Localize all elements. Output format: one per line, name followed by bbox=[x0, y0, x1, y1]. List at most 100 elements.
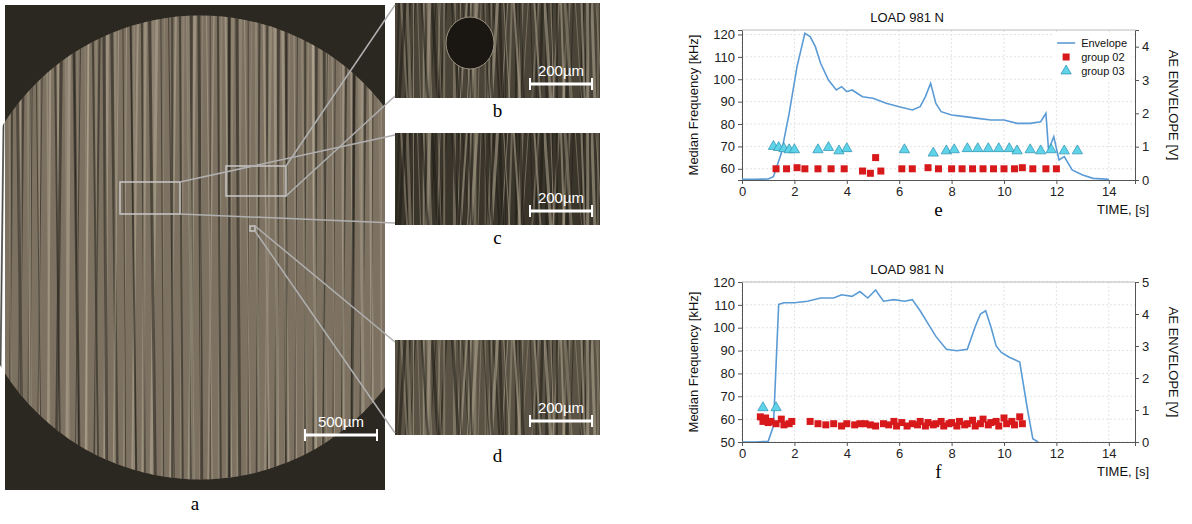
scatter-point bbox=[962, 143, 972, 152]
scatter-point bbox=[899, 144, 909, 153]
texture-streak bbox=[187, 5, 193, 490]
scatter-point bbox=[959, 165, 966, 172]
texture-streak bbox=[172, 5, 173, 490]
grid-line bbox=[742, 327, 1135, 328]
y2-tick-mark bbox=[1135, 314, 1139, 315]
texture-streak bbox=[244, 5, 250, 490]
x-axis: 02468101214 bbox=[739, 180, 1136, 199]
y-tick-mark bbox=[738, 34, 742, 35]
scatter-point bbox=[867, 170, 874, 177]
texture-streak bbox=[295, 5, 298, 490]
scatter-point bbox=[1011, 421, 1018, 428]
chart-panel: 024681012145060708090100110120012345LOAD… bbox=[686, 262, 1181, 482]
chart-title: LOAD 981 N bbox=[870, 262, 944, 277]
texture-streak bbox=[257, 5, 260, 490]
legend: Envelopegroup 02group 03 bbox=[1053, 34, 1131, 80]
texture-streak bbox=[485, 133, 486, 225]
texture-streak bbox=[170, 5, 176, 490]
x-tick-label: 8 bbox=[948, 446, 955, 461]
texture-streak bbox=[181, 5, 184, 490]
y2-tick-label: 0 bbox=[1142, 435, 1149, 450]
grid-line bbox=[846, 30, 847, 180]
scatter-point bbox=[983, 143, 993, 152]
y-tick-mark bbox=[738, 442, 742, 443]
texture-streak bbox=[399, 3, 405, 98]
scatter-point bbox=[1059, 145, 1069, 154]
y-tick-mark bbox=[738, 282, 742, 283]
x-tick: 2 bbox=[791, 180, 798, 199]
texture-streak bbox=[592, 340, 595, 435]
texture-streak bbox=[509, 133, 512, 225]
grid-line bbox=[899, 282, 900, 442]
chart-panel: 024681012146070809010011012001234LOAD 98… bbox=[686, 10, 1181, 220]
panel-letter: c bbox=[493, 227, 501, 248]
legend-item: Envelope bbox=[1057, 37, 1127, 49]
y2-tick-label: 2 bbox=[1142, 371, 1149, 386]
texture-streak bbox=[478, 340, 481, 435]
texture-streak bbox=[35, 5, 41, 490]
y-tick-label: 90 bbox=[721, 343, 735, 358]
y2-axis-title: AE ENVELOPE [V] bbox=[1166, 307, 1181, 418]
legend-item: group 03 bbox=[1061, 65, 1125, 77]
y2-tick-label: 1 bbox=[1142, 139, 1149, 154]
texture-streak bbox=[509, 3, 512, 98]
texture-streak bbox=[440, 3, 446, 98]
grid bbox=[742, 30, 1135, 180]
texture-streak bbox=[418, 340, 421, 435]
scatter-point bbox=[1042, 165, 1049, 172]
scatter-point bbox=[872, 423, 879, 430]
texture-streak bbox=[105, 5, 108, 490]
texture-streak bbox=[276, 5, 279, 490]
scatter-point bbox=[807, 418, 814, 425]
plot-frame bbox=[742, 282, 1135, 283]
x-tick-label: 10 bbox=[997, 184, 1011, 199]
grid-line bbox=[846, 282, 847, 442]
texture-streak bbox=[443, 3, 445, 98]
x-tick-label: 0 bbox=[739, 184, 746, 199]
texture-streak bbox=[407, 3, 410, 98]
texture-streak bbox=[504, 340, 510, 435]
x-tick: 8 bbox=[948, 180, 955, 199]
texture-streak bbox=[459, 133, 462, 225]
scatter-point bbox=[813, 144, 823, 153]
y-axis-title: Median Frequency [kHz] bbox=[686, 35, 701, 176]
texture-streak bbox=[228, 5, 231, 490]
texture-streak bbox=[16, 5, 22, 490]
texture-streak bbox=[143, 5, 146, 490]
scatter-point bbox=[822, 421, 829, 428]
texture-streak bbox=[200, 5, 203, 490]
x-tick-label: 2 bbox=[791, 184, 798, 199]
texture-streak bbox=[225, 5, 231, 490]
texture-streak bbox=[149, 5, 155, 490]
x-axis: 02468101214 bbox=[739, 442, 1136, 461]
y2-tick-label: 5 bbox=[1142, 275, 1149, 290]
y-tick-mark bbox=[738, 328, 742, 329]
scatter-point bbox=[789, 144, 799, 153]
y2-tick: 3 bbox=[1135, 339, 1149, 354]
texture-streak bbox=[500, 340, 503, 435]
texture-streak bbox=[314, 5, 317, 490]
texture-streak bbox=[142, 5, 145, 490]
texture-streak bbox=[301, 5, 307, 490]
texture-streak bbox=[485, 340, 486, 435]
y-tick-label: 100 bbox=[713, 320, 735, 335]
texture-streak bbox=[489, 133, 492, 225]
texture-streak bbox=[473, 133, 476, 225]
texture-streak bbox=[171, 5, 173, 490]
x-tick-label: 12 bbox=[1050, 184, 1064, 199]
texture-streak bbox=[592, 3, 595, 98]
scatter-point bbox=[877, 168, 884, 175]
y2-tick: 1 bbox=[1135, 139, 1149, 154]
scatter-point bbox=[898, 165, 905, 172]
image-background bbox=[395, 133, 600, 225]
texture-streak bbox=[10, 5, 13, 490]
y-tick-mark bbox=[738, 169, 742, 170]
x-tick: 6 bbox=[896, 180, 903, 199]
texture-streak bbox=[488, 133, 491, 225]
y-axis: 5060708090100110120 bbox=[713, 275, 742, 450]
grid-line bbox=[951, 30, 952, 180]
y2-tick-mark bbox=[1135, 180, 1139, 181]
texture-streak bbox=[161, 5, 164, 490]
y-tick: 70 bbox=[721, 389, 742, 404]
texture-streak bbox=[418, 3, 421, 98]
